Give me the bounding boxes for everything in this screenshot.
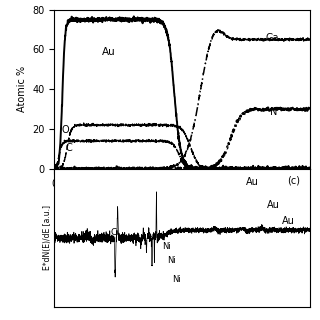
Y-axis label: E*dN(E)/dE [a.u.]: E*dN(E)/dE [a.u.] — [43, 205, 52, 270]
X-axis label: Sputter time [min]: Sputter time [min] — [134, 194, 231, 204]
Text: Ni: Ni — [162, 242, 171, 251]
Text: C: C — [111, 228, 117, 237]
Text: Au: Au — [282, 216, 295, 226]
Text: (c): (c) — [287, 176, 300, 186]
Text: Ni: Ni — [172, 275, 181, 284]
Text: Ni: Ni — [167, 256, 176, 265]
Text: C: C — [66, 143, 72, 153]
Text: N: N — [270, 107, 278, 117]
Text: Au: Au — [246, 177, 259, 188]
Text: Ga: Ga — [266, 33, 279, 44]
Text: Au: Au — [267, 200, 280, 210]
Text: O: O — [62, 125, 69, 135]
Y-axis label: Atomic %: Atomic % — [17, 66, 27, 112]
Text: Au: Au — [102, 47, 116, 57]
